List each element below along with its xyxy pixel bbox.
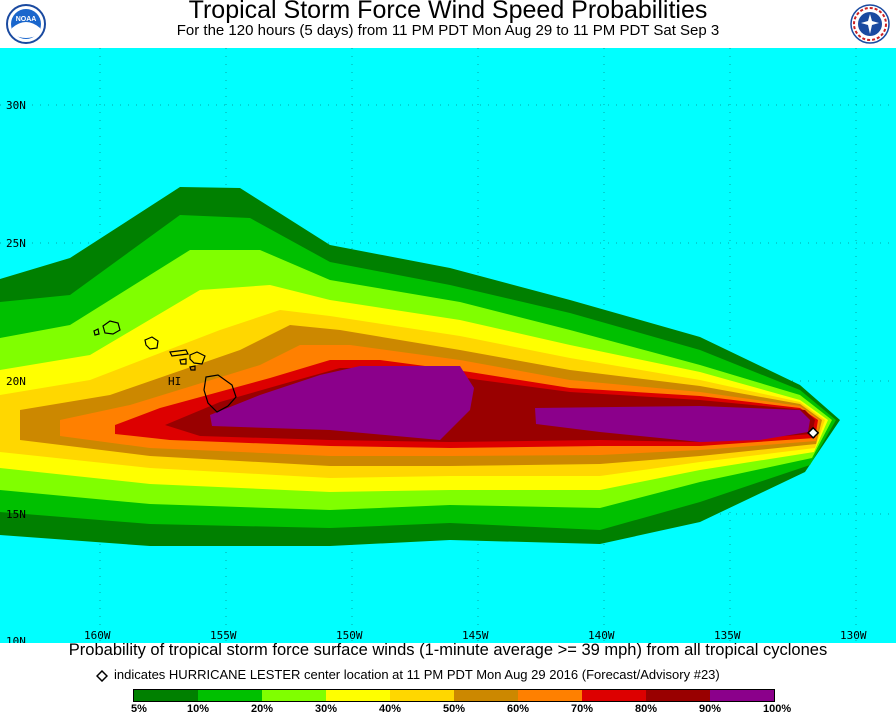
colorbar-tick-label: 20%: [251, 703, 274, 715]
probability-bands: [0, 187, 840, 546]
colorbar-tick-label: 40%: [379, 703, 402, 715]
colorbar-tick-label: 70%: [571, 703, 594, 715]
page-title: Tropical Storm Force Wind Speed Probabil…: [188, 0, 708, 24]
island-lanai: [179, 358, 187, 365]
island-maui: [189, 351, 206, 365]
island-hawaii: [203, 374, 237, 413]
header: NOAA Tropical Storm Force Wind Speed Pro…: [0, 0, 896, 48]
colorbar-swatch: [134, 690, 198, 701]
lat-label: 30N: [6, 99, 26, 112]
colorbar-swatch: [582, 690, 646, 701]
storm-location-note: indicates HURRICANE LESTER center locati…: [95, 667, 720, 682]
nws-logo: [850, 4, 890, 44]
island-kauai: [102, 320, 121, 335]
colorbar-tick-label: 30%: [315, 703, 338, 715]
diamond-icon: [95, 669, 109, 682]
map-canvas: HI 30N 25N 20N 15N 10N 160W 155W 150W 14…: [0, 48, 896, 643]
lon-label: 155W: [210, 629, 237, 642]
map-caption: Probability of tropical storm force surf…: [68, 641, 828, 659]
colorbar-swatch: [326, 690, 390, 701]
colorbar-tick-label: 80%: [635, 703, 658, 715]
band-90-100-east: [535, 406, 810, 442]
island-oahu: [144, 336, 159, 350]
colorbar-tick-label: 5%: [131, 703, 147, 715]
svg-text:NOAA: NOAA: [16, 16, 37, 23]
probability-map: HI 30N 25N 20N 15N 10N 160W 155W 150W 14…: [0, 48, 896, 643]
colorbar-swatch: [262, 690, 326, 701]
colorbar-swatch: [518, 690, 582, 701]
colorbar-swatch: [646, 690, 710, 701]
lon-label: 150W: [336, 629, 363, 642]
colorbar-ticks: 5% 10% 20% 30% 40% 50% 60% 70% 80% 90% 100%: [0, 703, 896, 717]
colorbar-swatch: [454, 690, 518, 701]
lon-label: 160W: [84, 629, 111, 642]
island-kahoolawe: [189, 365, 196, 371]
colorbar-swatch: [390, 690, 454, 701]
storm-center-marker: [807, 426, 820, 439]
colorbar-swatch: [198, 690, 262, 701]
colorbar-tick-label: 100%: [763, 703, 792, 715]
lon-label: 135W: [714, 629, 741, 642]
hawaii-label: HI: [168, 375, 181, 388]
colorbar-tick-label: 50%: [443, 703, 466, 715]
lon-label: 140W: [588, 629, 615, 642]
page-subtitle: For the 120 hours (5 days) from 11 PM PD…: [176, 22, 720, 39]
latitude-labels: 30N 25N 20N 15N 10N: [6, 99, 26, 643]
footer: Probability of tropical storm force surf…: [0, 641, 896, 717]
longitude-labels: 160W 155W 150W 145W 140W 135W 130W: [84, 629, 867, 642]
lat-label: 25N: [6, 237, 26, 250]
probability-colorbar: [133, 689, 775, 702]
colorbar-tick-label: 10%: [187, 703, 210, 715]
lon-label: 130W: [840, 629, 867, 642]
colorbar-swatch: [710, 690, 774, 701]
noaa-logo: NOAA: [6, 4, 46, 44]
lat-label: 20N: [6, 375, 26, 388]
colorbar-tick-label: 90%: [699, 703, 722, 715]
lat-label: 15N: [6, 508, 26, 521]
island-niihau: [93, 328, 100, 336]
lon-label: 145W: [462, 629, 489, 642]
colorbar-tick-label: 60%: [507, 703, 530, 715]
hawaiian-islands: [93, 320, 237, 413]
island-molokai: [169, 349, 189, 357]
band-90-100-west: [210, 366, 474, 440]
storm-location-text: indicates HURRICANE LESTER center locati…: [114, 667, 720, 682]
lat-label: 10N: [6, 635, 26, 643]
